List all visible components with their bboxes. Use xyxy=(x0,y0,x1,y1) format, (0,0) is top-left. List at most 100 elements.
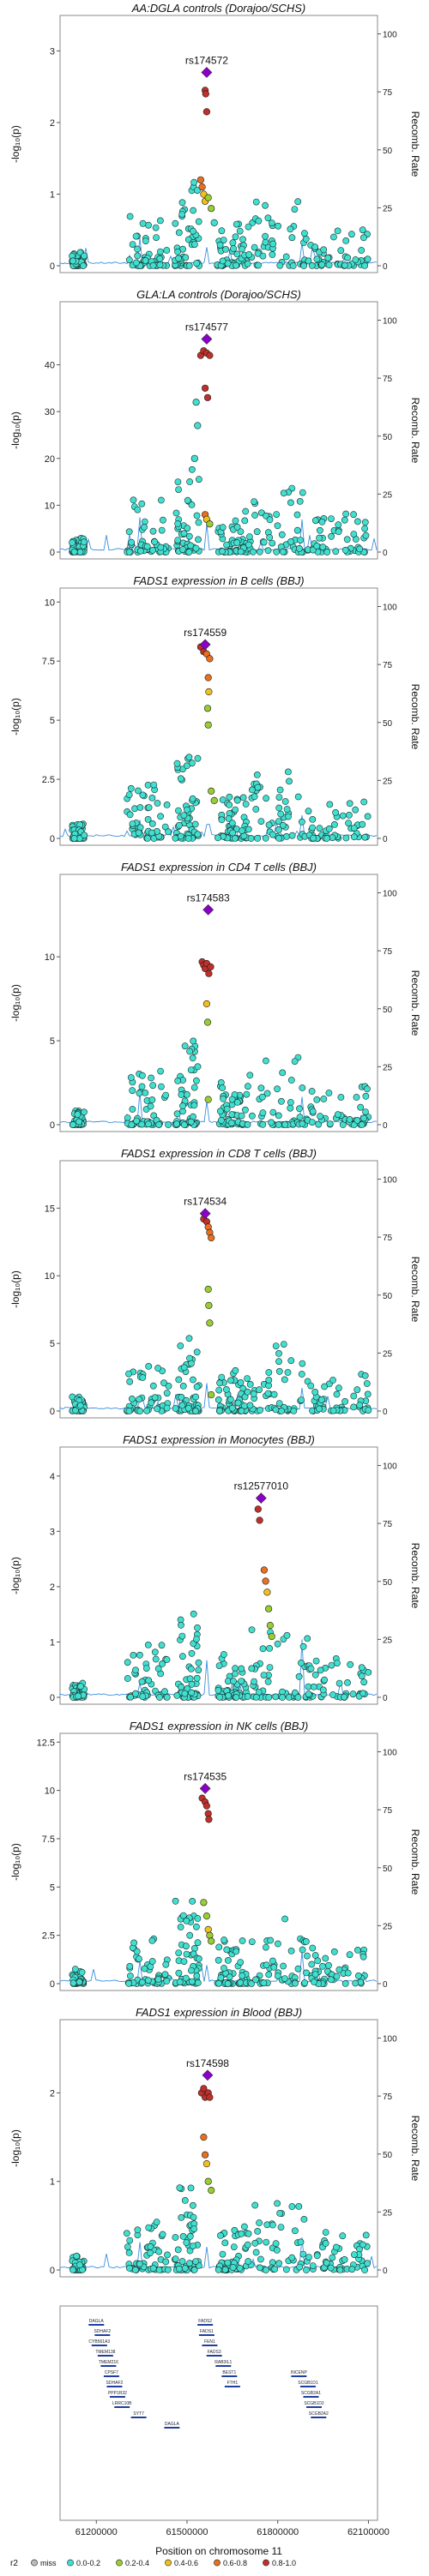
snp-point xyxy=(218,227,226,235)
snp-point xyxy=(139,219,147,227)
snp-point xyxy=(157,1083,165,1090)
snp-point xyxy=(264,547,272,555)
snp-point xyxy=(241,517,249,525)
snp-point xyxy=(341,1398,348,1405)
snp-point xyxy=(124,2243,131,2250)
snp-point xyxy=(263,1588,271,1596)
snp-point xyxy=(177,1924,184,1930)
snp-point xyxy=(190,2225,198,2232)
snp-point xyxy=(204,194,212,201)
snp-point xyxy=(253,772,261,778)
snp-point xyxy=(226,1973,233,1981)
gene-label: TMEM216 xyxy=(99,2360,118,2365)
snp-point xyxy=(299,489,306,496)
gene-label: RAB3IL1 xyxy=(214,2360,232,2365)
snp-point xyxy=(208,2187,215,2195)
snp-points-mid-ld xyxy=(202,1000,212,1103)
snp-point xyxy=(263,2238,270,2246)
snp-point xyxy=(346,800,353,808)
snp-point xyxy=(130,1652,137,1659)
snp-point xyxy=(274,522,281,530)
snp-point xyxy=(305,257,312,265)
snp-point xyxy=(155,1121,163,1128)
snp-point xyxy=(329,2254,336,2261)
snp-point xyxy=(69,257,76,265)
snp-point xyxy=(221,2266,229,2273)
snp-point xyxy=(296,1114,304,1120)
snp-point xyxy=(222,245,229,253)
snp-point xyxy=(364,1390,372,1398)
snp-point xyxy=(275,818,282,825)
snp-point xyxy=(256,2264,263,2272)
snp-point xyxy=(178,1394,185,1401)
snp-point xyxy=(239,1937,246,1944)
snp-point xyxy=(131,2266,139,2273)
snp-point xyxy=(317,1666,324,1674)
snp-point xyxy=(262,201,269,209)
snp-point xyxy=(279,548,287,555)
snp-point xyxy=(178,1621,184,1629)
snp-point xyxy=(295,545,303,552)
snp-point xyxy=(350,825,358,832)
snp-point xyxy=(256,1516,263,1524)
snp-point xyxy=(123,2230,130,2237)
panel-6: FADS1 expression in Monocytes (BBJ) 0 1 2 3 4… xyxy=(9,1433,421,1705)
lead-snp-label: rs174559 xyxy=(184,627,227,639)
snp-point xyxy=(275,1358,282,1366)
recomb-tick-label: 50 xyxy=(383,719,393,729)
snp-point xyxy=(133,1117,141,1125)
snp-point xyxy=(287,1104,294,1112)
snp-point xyxy=(187,542,194,549)
y-tick-label: 5 xyxy=(50,716,55,726)
snp-point xyxy=(188,760,196,767)
snp-point xyxy=(275,1400,283,1407)
snp-point xyxy=(287,1947,295,1955)
lead-snp-marker xyxy=(201,67,213,78)
snp-point xyxy=(202,1912,210,1920)
snp-point xyxy=(80,538,88,546)
snp-point xyxy=(215,1943,223,1951)
snp-point xyxy=(80,262,87,269)
snp-point xyxy=(228,1096,236,1103)
snp-point xyxy=(350,511,357,519)
snp-point xyxy=(154,1665,162,1672)
snp-point xyxy=(182,254,190,261)
snp-point xyxy=(175,229,183,237)
snp-point xyxy=(156,261,164,268)
snp-point xyxy=(186,2232,194,2240)
snp-point xyxy=(174,2246,182,2254)
snp-point xyxy=(341,1693,348,1701)
snp-point xyxy=(302,235,310,243)
snp-point xyxy=(188,501,196,508)
recomb-axis-label: Recomb. Rate xyxy=(409,398,421,464)
snp-point xyxy=(219,548,226,555)
snp-point xyxy=(349,1690,357,1698)
snp-point xyxy=(185,261,193,269)
snp-point xyxy=(269,240,277,248)
snp-point xyxy=(194,831,202,838)
snp-point xyxy=(190,178,197,186)
snp-point xyxy=(287,1099,294,1106)
snp-point xyxy=(249,548,257,555)
lead-snp-marker xyxy=(255,1492,267,1504)
snp-point xyxy=(193,187,201,194)
snp-point xyxy=(216,1693,223,1701)
snp-point xyxy=(163,1978,171,1985)
snp-point xyxy=(219,1084,227,1091)
snp-point xyxy=(125,2264,133,2272)
snp-point xyxy=(125,1370,132,1378)
snp-point xyxy=(200,2134,208,2141)
snp-point xyxy=(253,528,261,536)
snp-point xyxy=(332,2243,340,2251)
y-tick-label: 0 xyxy=(50,834,55,844)
snp-point xyxy=(178,1653,186,1660)
snp-point xyxy=(174,537,182,543)
snp-point xyxy=(142,256,149,264)
snp-point xyxy=(350,833,358,841)
snp-point xyxy=(364,2260,372,2267)
snp-point xyxy=(234,1399,242,1407)
snp-point xyxy=(178,1402,186,1409)
snp-point xyxy=(341,1979,349,1987)
snp-point xyxy=(281,1376,288,1384)
snp-point xyxy=(272,1406,280,1414)
